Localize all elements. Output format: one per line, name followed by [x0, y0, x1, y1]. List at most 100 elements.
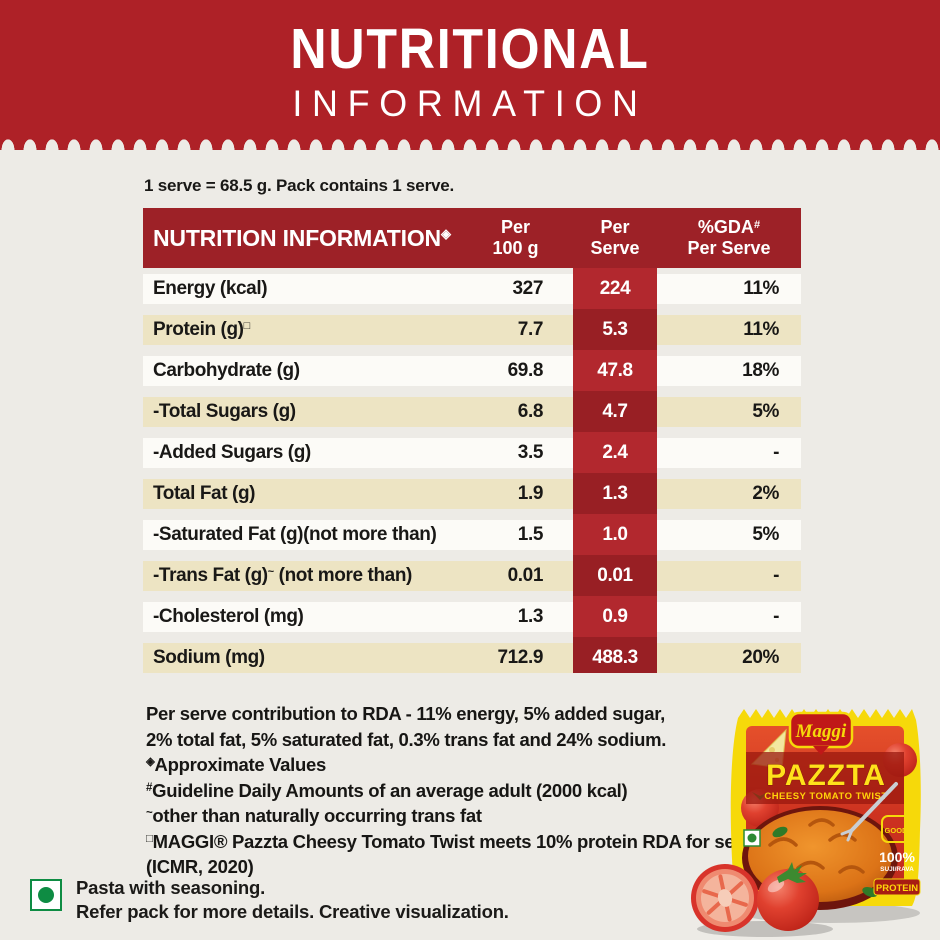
gda-per-serve-value: 11%: [743, 278, 779, 299]
nutrition-table: NUTRITION INFORMATION◈ Per 100 g Per Ser…: [143, 208, 801, 673]
table-header: NUTRITION INFORMATION◈ Per 100 g Per Ser…: [143, 208, 801, 268]
per-100g-value: 0.01: [507, 565, 544, 586]
per-100g-value: 327: [512, 278, 543, 299]
per-100g-value: 1.9: [517, 483, 544, 504]
gda-per-serve-value: 5%: [752, 401, 779, 422]
per-serve-value: 224: [599, 278, 631, 299]
veg-note-line1: Pasta with seasoning.: [76, 877, 266, 898]
footnote-line: ~other than naturally occurring trans fa…: [146, 805, 482, 826]
footnote-symbol: #: [146, 781, 153, 794]
table-row: Total Fat (g) 1.9 1.3 2%: [143, 479, 801, 509]
tomato-sepal-icon: [777, 862, 807, 883]
product-name-text: PAZZTA: [766, 759, 886, 792]
page-title: NUTRITIONAL: [290, 17, 650, 81]
veg-note-line2: Refer pack for more details. Creative vi…: [76, 901, 509, 923]
row-label: -Saturated Fat (g)(not more than): [153, 524, 437, 545]
tomato-half-icon: [691, 864, 759, 932]
gda-per-serve-value: -: [773, 606, 779, 627]
per-serve-value: 488.3: [592, 647, 638, 668]
table-row: Energy (kcal) 327 224 11%: [143, 274, 801, 304]
row-label: Carbohydrate (g): [153, 360, 300, 381]
footnote-line: Per serve contribution to RDA - 11% ener…: [146, 703, 665, 724]
table-row: Carbohydrate (g) 69.8 47.8 18%: [143, 356, 801, 386]
claim-percent-text: 100%: [879, 849, 915, 865]
per-100g-value: 6.8: [517, 401, 544, 422]
per-serve-value: 2.4: [602, 442, 628, 463]
gda-per-serve-value: 2%: [752, 483, 779, 504]
veg-note: Pasta with seasoning. Refer pack for mor…: [30, 876, 509, 925]
pazzta-band: [746, 752, 904, 804]
gda-per-serve-value: -: [773, 565, 779, 586]
per-serve-value: 1.3: [602, 483, 628, 504]
column-header-gda-per-serve: %GDA# Per Serve: [687, 216, 771, 258]
per-serve-value: 4.7: [602, 401, 628, 422]
scallop-edge: [0, 134, 940, 150]
row-label: Total Fat (g): [153, 483, 256, 504]
per-serve-value: 0.01: [597, 565, 633, 586]
row-label: -Cholesterol (mg): [153, 606, 304, 627]
claim-text: SUJI/RAVA: [880, 866, 914, 873]
table-body: Energy (kcal) 327 224 11% Protein (g)□ 7…: [143, 268, 801, 673]
column-header-per-100g: Per 100 g: [492, 216, 539, 258]
table-row: -Total Sugars (g) 6.8 4.7 5%: [143, 397, 801, 427]
footnote-line: □MAGGI® Pazzta Cheesy Tomato Twist meets…: [146, 830, 857, 852]
per-serve-column-highlight: [573, 268, 657, 673]
gda-per-serve-value: -: [773, 442, 779, 463]
svg-text:PROTEIN: PROTEIN: [876, 883, 918, 894]
per-serve-value: 47.8: [597, 360, 633, 381]
table-title-text: NUTRITION INFORMATION: [153, 224, 441, 251]
per-100g-value: 1.5: [517, 524, 544, 545]
per-100g-value: 69.8: [507, 360, 544, 381]
svg-text:GOOD: GOOD: [885, 826, 909, 835]
maggi-logo: Maggi: [788, 711, 854, 755]
veg-mark-icon: [30, 879, 62, 911]
footnote-line: (ICMR, 2020): [146, 856, 254, 877]
per-serve-value: 1.0: [602, 524, 628, 545]
table-row: -Trans Fat (g)~ (not more than) 0.01 0.0…: [143, 561, 801, 591]
footnote-line: #Guideline Daily Amounts of an average a…: [146, 779, 628, 801]
package-veg-mark-icon: [743, 829, 761, 847]
page-subtitle: INFORMATION: [292, 83, 648, 124]
table-row: -Saturated Fat (g)(not more than) 1.5 1.…: [143, 520, 801, 550]
per-serve-value: 0.9: [602, 606, 628, 627]
footnote-symbol: □: [146, 832, 153, 845]
footnote-line: 2% total fat, 5% saturated fat, 0.3% tra…: [146, 728, 667, 750]
table-row: -Added Sugars (g) 3.5 2.4 -: [143, 438, 801, 468]
gda-per-serve-value: 20%: [742, 647, 779, 668]
footnote-line: ◈Approximate Values: [146, 754, 326, 775]
table-row: -Cholesterol (mg) 1.3 0.9 -: [143, 602, 801, 632]
per-100g-value: 712.9: [497, 647, 543, 668]
maggi-logo-text: Maggi: [795, 721, 847, 742]
gda-per-serve-value: 18%: [742, 360, 779, 381]
footnote-symbol: ~: [146, 807, 153, 819]
banner: NUTRITIONAL INFORMATION: [0, 0, 940, 150]
serving-note: 1 serve = 68.5 g. Pack contains 1 serve.: [144, 176, 455, 195]
fork-icon: [840, 782, 898, 842]
table-row: Protein (g)□ 7.7 5.3 11%: [143, 315, 801, 345]
table-title: NUTRITION INFORMATION◈: [143, 225, 458, 252]
per-100g-value: 7.7: [517, 319, 544, 340]
column-header-per-serve: Per Serve: [590, 216, 640, 258]
per-100g-value: 3.5: [517, 442, 544, 463]
gda-per-serve-value: 5%: [752, 524, 779, 545]
good-to-know-badge: GOOD: [881, 815, 911, 843]
row-label: Energy (kcal): [153, 278, 268, 299]
basil-leaf-icon: [772, 826, 788, 838]
footnote-symbol: ◈: [146, 756, 155, 768]
product-image-art: Maggi PAZZTA CHEESY TOMATO TWIST GOOD: [691, 709, 921, 937]
gda-per-serve-value: 11%: [743, 319, 779, 340]
row-label: -Added Sugars (g): [153, 442, 311, 463]
table-row: Sodium (mg) 712.9 488.3 20%: [143, 643, 801, 673]
approximate-values-symbol: ◈: [440, 225, 451, 241]
row-label: Sodium (mg): [153, 647, 265, 668]
protein-badge: PROTEIN: [873, 878, 921, 896]
table-rows: Energy (kcal) 327 224 11% Protein (g)□ 7…: [143, 274, 801, 673]
footnotes: Per serve contribution to RDA - 11% ener…: [146, 700, 857, 879]
product-variant-text: CHEESY TOMATO TWIST: [764, 791, 887, 802]
per-serve-value: 5.3: [602, 319, 628, 340]
row-label: -Total Sugars (g): [153, 401, 296, 422]
product-image: Maggi PAZZTA CHEESY TOMATO TWIST GOOD: [680, 680, 940, 940]
per-100g-value: 1.3: [517, 606, 544, 627]
row-label: Protein (g)□: [153, 319, 250, 340]
